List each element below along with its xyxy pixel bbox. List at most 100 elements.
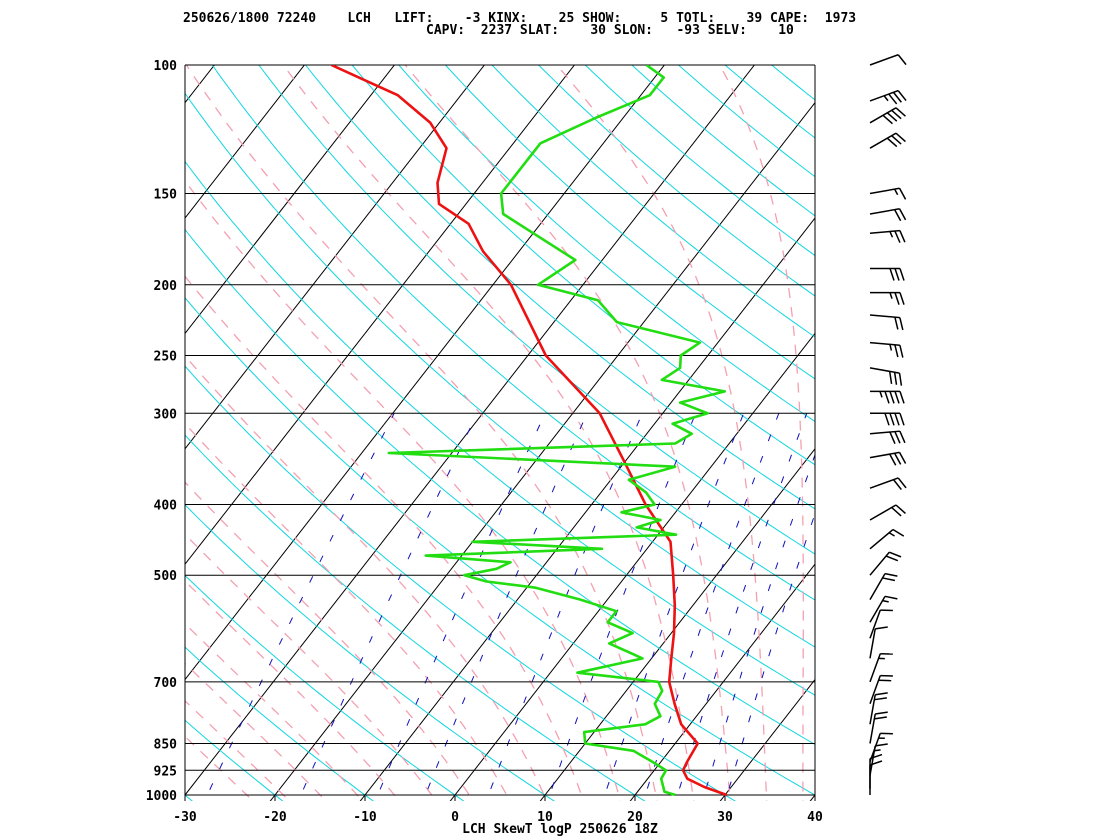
moist-adiabat [719,65,804,801]
temperature-tick-labels: -30 -20 -10 0 10 20 30 40 [173,796,823,825]
dry-adiabat [185,504,555,801]
pressure-tick-labels: 100 150 200 250 300 400 500 700 850 925 1000 [146,59,177,804]
wind-barb-full [893,209,902,222]
dry-adiabat [491,65,815,338]
wind-barb-staff [869,451,900,459]
wind-barb-staff [869,54,899,66]
isotherm [185,65,756,796]
wind-barb [869,504,906,521]
wind-barb-full [894,292,900,305]
wind-barb-full [888,371,893,384]
wind-barb [869,107,906,125]
wind-barb-staff [869,187,900,195]
isotherm [539,448,815,801]
wind-barb-full [895,107,906,117]
dry-adiabat [185,719,284,801]
wind-barb-full [891,135,902,145]
temperature-tick-label: 10 [537,810,553,825]
wind-barb-full [892,479,902,491]
isotherm [0,49,47,811]
dry-adiabat [537,65,815,297]
wind-barb-half [879,391,883,398]
moist-adiabat [185,354,548,801]
wind-barb [869,572,898,600]
wind-barb-full [894,317,899,330]
moist-adiabat [556,65,768,801]
wind-barb-full [884,572,898,577]
moist-adiabat [185,179,622,801]
isotherm [809,794,815,801]
isotherm [719,678,815,801]
wind-barb-half [889,292,893,299]
header-line-2: CAPV: 2237 SLAT: 30 SLON: -93 SELV: 10 [426,23,794,38]
wind-barb [870,390,905,404]
dry-adiabat [351,65,815,466]
isotherm [629,563,815,801]
wind-barb-full [899,430,906,444]
moist-adiabat [839,65,861,811]
wind-barb-half [878,737,885,740]
moist-adiabat [185,65,658,801]
wind-barb [869,743,888,776]
chart-title: LCH SkewT logP 250626 18Z [462,822,658,837]
wind-barb-full [889,453,897,466]
wind-barb-half [889,344,893,351]
wind-barb [869,692,888,725]
wind-barb [869,674,893,705]
isobars [184,64,816,801]
temperature-tick-label: 30 [717,810,733,825]
pressure-tick-label: 500 [154,569,178,584]
moist-adiabat [185,735,255,801]
moist-adiabat [185,580,401,801]
wind-barb-half [878,657,885,660]
background-lines [0,49,861,811]
wind-barb-full [895,504,906,514]
isotherm [185,65,486,450]
wind-barb-full [898,372,903,386]
moist-adiabat [185,422,511,801]
isotherm [185,65,396,335]
wind-barb-full [882,114,893,125]
wind-barb-half [889,231,894,238]
wind-barb-half [874,749,881,752]
wind-barb-staff [869,229,900,234]
moist-adiabat [404,65,731,801]
isotherm [185,65,576,566]
wind-barb-full [880,674,893,677]
moist-adiabat [185,533,437,801]
wind-barb-full [869,753,883,760]
isotherm [359,217,815,801]
isotherm [185,65,306,219]
wind-barb-staff [869,341,900,346]
wind-barb-full [897,90,907,102]
wind-barb [869,477,907,491]
moist-adiabat [185,699,291,801]
wind-barb [869,341,904,358]
wind-barb-full [874,697,887,701]
wind-barb-staff [869,653,881,683]
dry-adiabat [584,65,815,257]
wind-barb-full [880,609,893,612]
wind-barb-full [888,93,898,105]
wind-barb-half [888,532,895,537]
dry-adiabat [211,65,815,601]
dry-adiabat [185,794,193,801]
wind-barb-staff [869,713,876,744]
wind-barb [870,412,905,426]
wind-barb-full [895,132,906,143]
wind-barb-half [882,599,889,603]
mixing-ratio-line [485,413,643,801]
dry-adiabat [258,65,815,555]
pressure-tick-label: 300 [154,407,178,422]
dry-adiabat [631,65,815,217]
pressure-tick-label: 850 [154,737,178,752]
wind-barb-full [886,137,898,148]
wind-barb-full [893,452,902,465]
wind-barb-staff [869,694,876,725]
wind-barb-full [889,413,895,426]
wind-barb-full [897,477,907,489]
dry-adiabat [185,297,815,796]
wind-barb-full [884,413,890,426]
dry-adiabat [185,646,374,801]
wind-barb-full [893,372,898,385]
